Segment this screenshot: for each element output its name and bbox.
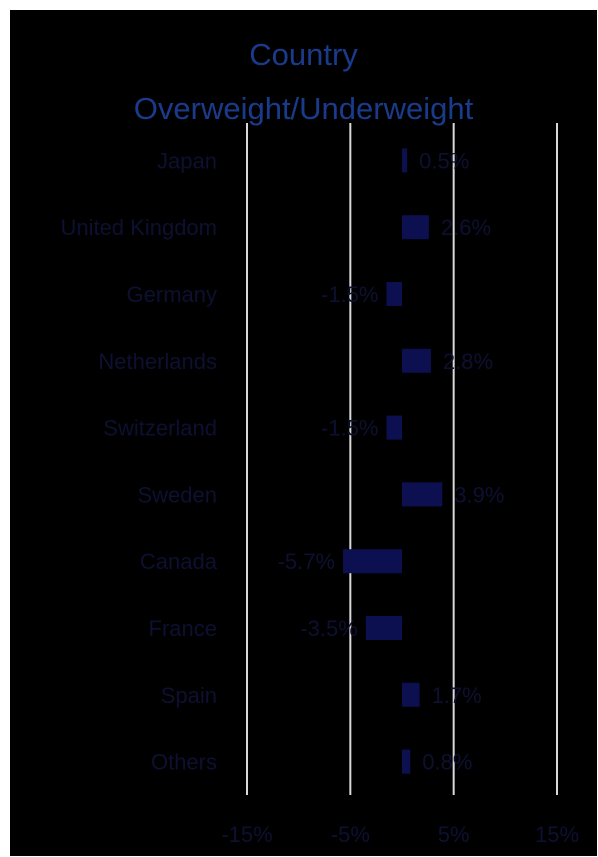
x-tick-label: -15% [221,822,272,847]
chart-title-line-1: Country [249,37,358,72]
bar [402,682,420,707]
data-label: 2.6% [441,215,491,240]
data-label: 3.9% [454,482,504,507]
category-label: Japan [157,148,217,173]
data-label: 0.8% [422,750,472,775]
x-tick-label: 15% [535,822,579,847]
category-label: Germany [127,282,217,307]
category-label: Canada [140,549,218,574]
bar [402,749,411,774]
data-label: -1.5% [321,282,378,307]
x-tick-label: 5% [438,822,470,847]
category-label: Spain [161,683,217,708]
data-label: 0.5% [419,148,469,173]
bar [386,282,402,306]
chart-frame: Country Overweight/Underweight Japan 0.5%… [10,10,597,856]
data-label: 1.7% [432,683,482,708]
chart-title: Country Overweight/Underweight [10,28,597,136]
bar [365,616,402,640]
bar [402,148,408,173]
bar [343,549,402,574]
category-label: France [149,616,217,641]
category-label: Sweden [137,482,217,507]
category-label: Netherlands [98,349,217,374]
data-label: -5.7% [278,549,335,574]
category-label: Switzerland [103,416,217,441]
data-label: -1.5% [321,416,378,441]
category-label: United Kingdom [60,215,217,240]
bar [402,482,443,507]
chart-plot: Japan 0.5% United Kingdom 2.6% Germany -1.5% N… [60,123,579,847]
data-label: 2.8% [443,349,493,374]
x-tick-label: -5% [331,822,370,847]
data-label: -3.5% [300,616,357,641]
bar [386,415,402,440]
chart-title-line-2: Overweight/Underweight [133,91,474,126]
bar [402,215,429,240]
bar [402,348,431,373]
category-label: Others [151,750,217,775]
